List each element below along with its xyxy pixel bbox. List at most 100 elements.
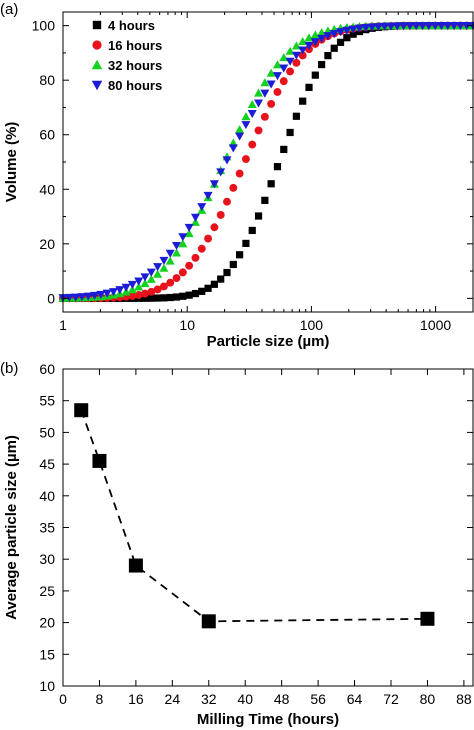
data-point (172, 241, 182, 251)
data-point (222, 156, 232, 165)
data-point (399, 22, 409, 31)
trend-dashed-line (80, 409, 428, 623)
data-point (343, 34, 351, 42)
legend-marker (92, 40, 102, 50)
data-point (272, 72, 282, 81)
data-point (386, 22, 396, 31)
legend-marker (92, 20, 102, 30)
data-point (140, 278, 150, 288)
data-point (179, 292, 187, 300)
y-tick-label: 45 (39, 456, 55, 472)
data-point (292, 58, 301, 67)
data-point (127, 285, 137, 294)
data-point (266, 80, 276, 89)
data-point (436, 22, 446, 31)
data-point (128, 292, 137, 300)
data-point (430, 22, 440, 31)
y-tick-label: 15 (39, 646, 55, 662)
data-point (159, 282, 168, 291)
y-tick-label: 40 (39, 181, 55, 197)
data-point (241, 155, 250, 163)
data-point (267, 99, 276, 108)
data-point (71, 293, 81, 302)
panel-a-label: (a) (0, 1, 18, 18)
panel-b: (b) 0 8 16 24 32 40 48 56 64 72 80 88 10 15 20 25 30 35 40… (0, 360, 474, 728)
x-tick-label: 8 (96, 691, 104, 707)
data-point (190, 213, 200, 222)
data-point (380, 22, 390, 31)
data-point (405, 22, 415, 31)
data-point (204, 284, 212, 292)
y-tick-label: 0 (47, 290, 55, 306)
data-point (241, 121, 251, 130)
data-point (185, 291, 193, 299)
data-point (342, 26, 352, 35)
y-tick-label: 20 (39, 615, 55, 631)
data-point (228, 144, 238, 153)
data-point (462, 22, 472, 31)
data-point (165, 249, 175, 258)
data-point (241, 112, 251, 121)
data-point (77, 293, 87, 302)
x-tick-label: 10 (179, 317, 195, 333)
data-point (184, 229, 194, 238)
data-point (172, 248, 182, 257)
legend-label: 80 hours (108, 78, 162, 93)
data-point (146, 274, 156, 283)
data-point (210, 280, 218, 288)
x-tick-label: 40 (237, 691, 253, 707)
data-point (318, 60, 326, 69)
data-point (299, 97, 307, 105)
y-tick-label: 60 (39, 361, 55, 377)
data-point (90, 291, 100, 300)
legend-label: 4 hours (108, 18, 155, 33)
data-point (286, 67, 295, 76)
data-point (223, 197, 231, 206)
data-point (279, 52, 289, 62)
data-point (336, 38, 345, 46)
data-point (197, 203, 207, 212)
legend-marker (91, 59, 103, 70)
data-point (367, 23, 377, 32)
data-point (279, 64, 289, 73)
x-tick-label: 48 (274, 691, 290, 707)
data-point (348, 25, 358, 34)
data-point (254, 212, 263, 220)
data-point (279, 77, 288, 86)
data-point (392, 22, 402, 31)
panel-b-data-series (74, 403, 435, 629)
panel-b-x-axis-title: Milling Time (hours) (197, 711, 339, 728)
x-tick-label: 1 (59, 317, 67, 333)
data-point (292, 112, 300, 120)
x-tick-label: 100 (300, 317, 324, 333)
data-point (272, 60, 282, 69)
data-point (449, 22, 459, 31)
data-point (254, 126, 263, 135)
data-point (140, 273, 150, 282)
data-point (354, 24, 364, 33)
data-point (159, 256, 169, 265)
panel-a-legend: 4 hours 16 hours 32 hours 80 hours (91, 18, 162, 93)
panel-b-y-axis-title: Average particle size (µm) (3, 435, 20, 620)
data-point (298, 51, 307, 60)
data-point (127, 280, 137, 290)
legend-label: 16 hours (108, 38, 162, 53)
data-point (310, 30, 320, 39)
data-point (209, 180, 219, 189)
x-tick-label: 32 (201, 691, 217, 707)
data-point (248, 226, 256, 235)
data-point (349, 30, 357, 38)
y-tick-label: 60 (39, 127, 55, 143)
data-point (261, 196, 269, 204)
data-point (273, 163, 282, 171)
data-point (273, 88, 282, 96)
data-point (235, 132, 245, 141)
data-point (298, 46, 308, 55)
data-point (248, 140, 257, 149)
data-point (64, 293, 74, 303)
data-point (178, 268, 187, 277)
data-point (247, 110, 257, 119)
data-point (166, 278, 175, 287)
x-tick-label: 64 (347, 691, 363, 707)
